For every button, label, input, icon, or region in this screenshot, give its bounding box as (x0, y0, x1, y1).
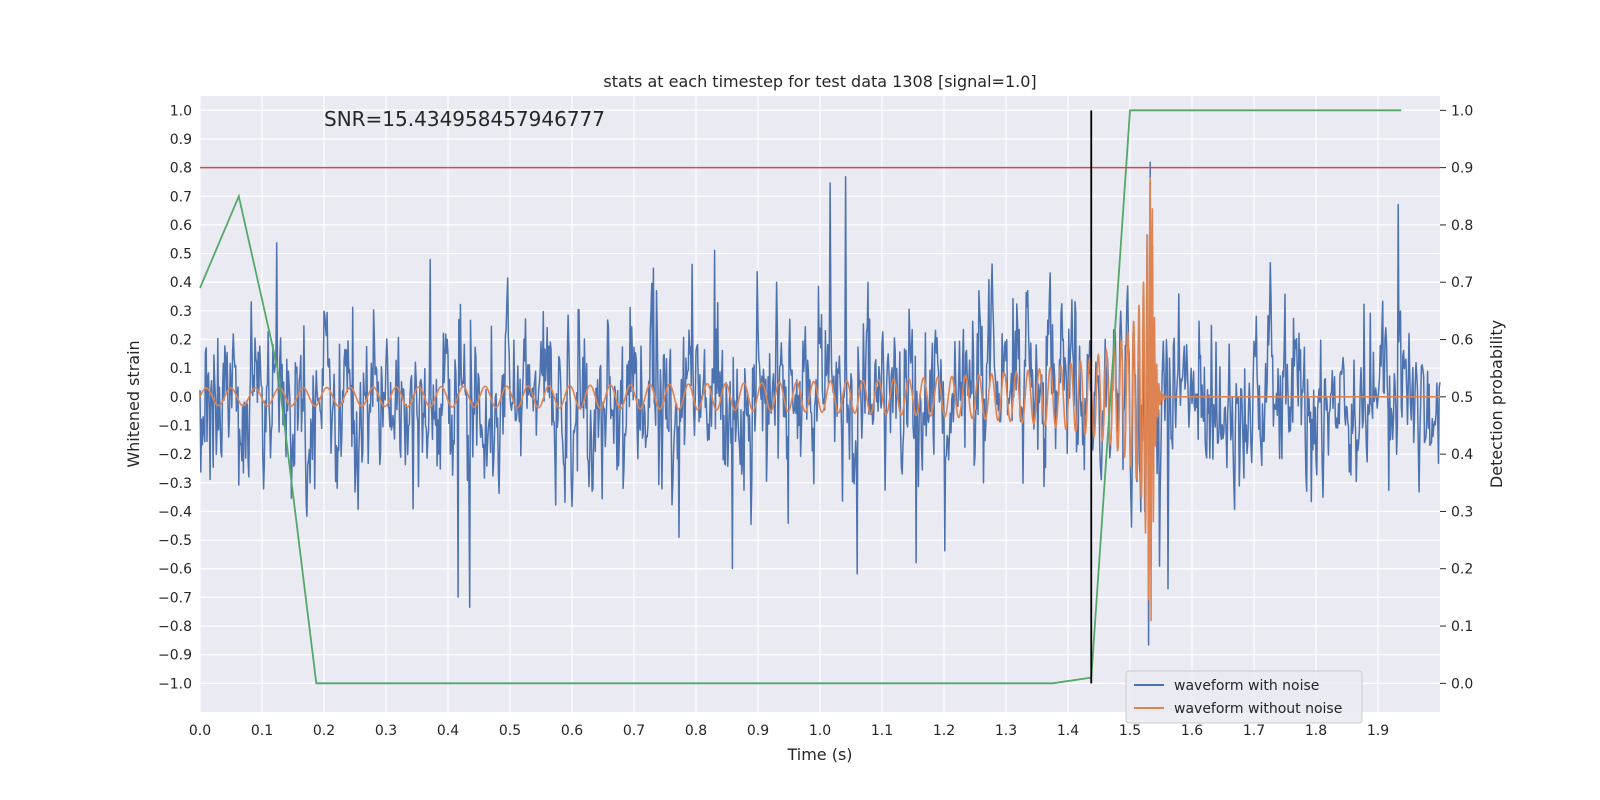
legend-label-noise: waveform with noise (1174, 678, 1319, 694)
y-tick-label: −0.7 (158, 590, 192, 606)
y2-axis-label: Detection probability (1487, 320, 1506, 488)
y-tick-label: −1.0 (158, 676, 192, 692)
x-tick-label: 1.5 (1119, 723, 1141, 739)
x-tick-label: 1.0 (809, 723, 831, 739)
legend-label-clean: waveform without noise (1174, 701, 1342, 717)
y-tick-label: 0.1 (170, 361, 192, 377)
noisy-waveform-line (199, 161, 1441, 646)
y2-tick-label: 0.1 (1451, 619, 1473, 635)
y-tick-label: 0.7 (170, 189, 192, 205)
y2-tick-label: 0.7 (1451, 275, 1473, 291)
y2-tick-label: 0.6 (1451, 333, 1473, 349)
y2-tick-label: 0.2 (1451, 562, 1473, 578)
x-tick-label: 1.8 (1305, 723, 1327, 739)
y-tick-label: 0.3 (170, 304, 192, 320)
x-tick-label: 0.8 (685, 723, 707, 739)
y-tick-label: −0.9 (158, 648, 192, 664)
y-tick-label: 1.0 (170, 103, 192, 119)
y-tick-label: −0.5 (158, 533, 192, 549)
y2-tick-label: 0.9 (1451, 161, 1473, 177)
y-tick-label: −0.4 (158, 504, 192, 520)
x-tick-label: 0.5 (499, 723, 521, 739)
y2-tick-label: 0.3 (1451, 504, 1473, 520)
x-tick-label: 0.6 (561, 723, 583, 739)
legend-box (1125, 670, 1363, 724)
y-tick-label: 0.6 (170, 218, 192, 234)
y-axis-label: Whitened strain (124, 340, 143, 467)
x-tick-label: 0.2 (313, 723, 335, 739)
x-tick-label: 0.3 (375, 723, 397, 739)
y-tick-label: −0.3 (158, 476, 192, 492)
x-tick-label: 0.9 (747, 723, 769, 739)
x-tick-label: 0.0 (189, 723, 211, 739)
x-tick-label: 0.7 (623, 723, 645, 739)
snr-annotation: SNR=15.434958457946777 (324, 107, 605, 131)
y-tick-label: −0.8 (158, 619, 192, 635)
x-tick-label: 1.2 (933, 723, 955, 739)
y-tick-label: 0.2 (170, 333, 192, 349)
x-tick-label: 1.3 (995, 723, 1017, 739)
y2-tick-label: 0.4 (1451, 447, 1473, 463)
x-tick-label: 1.6 (1181, 723, 1203, 739)
y-tick-label: 0.9 (170, 132, 192, 148)
y-tick-label: −0.1 (158, 418, 192, 434)
y2-tick-label: 0.0 (1451, 676, 1473, 692)
y-tick-label: 0.4 (170, 275, 192, 291)
x-tick-label: 1.9 (1367, 723, 1389, 739)
detection-probability-line (199, 109, 1402, 685)
legend: waveform with noise waveform without noi… (1125, 670, 1363, 724)
clean-waveform-line (199, 176, 1440, 622)
y-tick-label: −0.2 (158, 447, 192, 463)
chart-title: stats at each timestep for test data 130… (603, 72, 1036, 91)
x-axis-label: Time (s) (786, 745, 852, 764)
y2-tick-label: 0.8 (1451, 218, 1473, 234)
x-tick-label: 0.1 (251, 723, 273, 739)
y-tick-label: 0.5 (170, 247, 192, 263)
y-tick-label: 0.8 (170, 161, 192, 177)
y2-tick-label: 0.5 (1451, 390, 1473, 406)
x-tick-label: 1.4 (1057, 723, 1079, 739)
y-tick-label: −0.6 (158, 562, 192, 578)
x-tick-label: 0.4 (437, 723, 459, 739)
x-tick-label: 1.7 (1243, 723, 1265, 739)
y-tick-label: 0.0 (170, 390, 192, 406)
x-tick-label: 1.1 (871, 723, 893, 739)
y2-tick-label: 1.0 (1451, 103, 1473, 119)
